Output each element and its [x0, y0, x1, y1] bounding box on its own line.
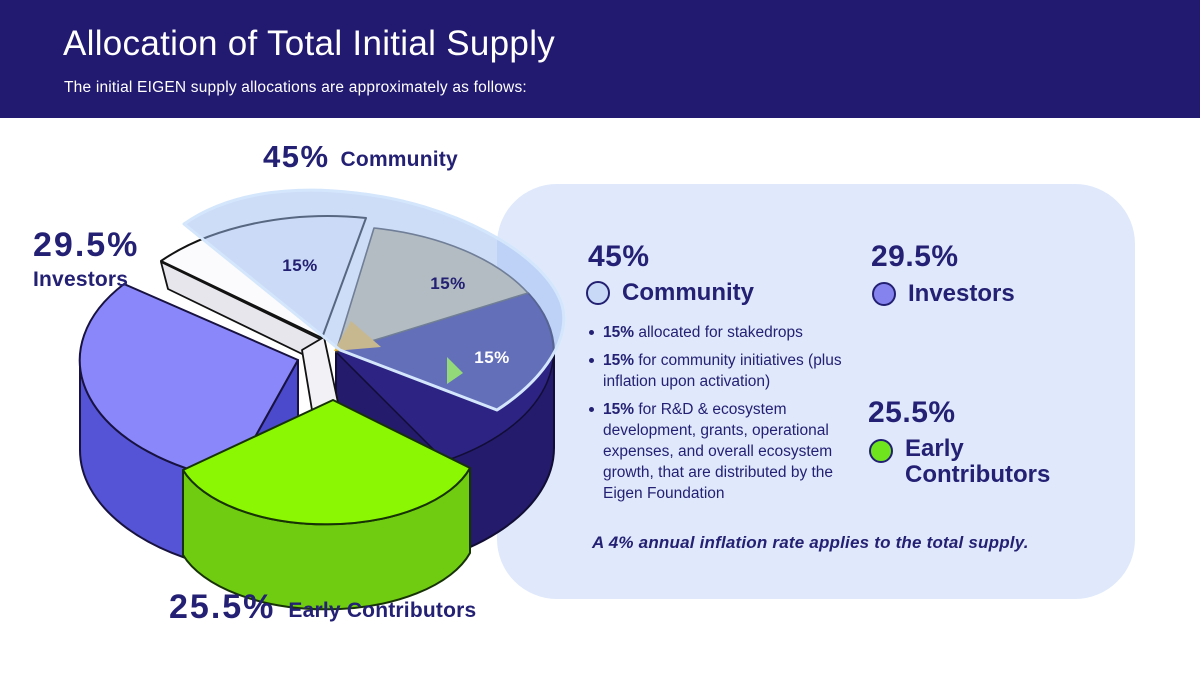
page-subtitle: The initial EIGEN supply allocations are…	[64, 79, 527, 96]
bullet-dot	[589, 407, 594, 412]
pie-green-peek	[447, 357, 463, 384]
panel-community-pct: 45%	[588, 240, 650, 273]
legend-community-label: Community	[622, 279, 754, 306]
pie-slice-investors-side	[78, 359, 232, 571]
bullet-initiatives: 15% for community initiatives (plus infl…	[589, 350, 857, 392]
callout-investors: 29.5% Investors	[33, 228, 139, 292]
pie-slice-white-top	[160, 215, 367, 339]
legend-investors-label: Investors	[908, 280, 1015, 307]
legend-early-label: Early Contributors	[905, 435, 1051, 488]
community-bullet-list: 15% allocated for stakedrops 15% for com…	[589, 322, 857, 511]
bullet-text: allocated for stakedrops	[634, 324, 803, 341]
info-panel	[497, 184, 1135, 599]
header: Allocation of Total Initial Supply The i…	[0, 0, 1200, 118]
inflation-footnote: A 4% annual inflation rate applies to th…	[592, 533, 1029, 552]
bullet-dot	[589, 330, 594, 335]
legend-early: Early Contributors	[869, 436, 1080, 488]
callout-investors-name: Investors	[33, 268, 129, 291]
callout-community-pct: 45%	[263, 139, 330, 174]
pie-slice-white-column	[301, 336, 341, 429]
pie-orange-sliver	[334, 321, 381, 351]
community-dot-icon	[586, 281, 610, 305]
early-contributors-dot-icon	[869, 439, 893, 463]
bullet-rnd: 15% for R&D & ecosystem development, gra…	[589, 399, 857, 504]
bullet-pct: 15%	[603, 324, 635, 341]
pie-slice-white-wall	[160, 261, 330, 368]
pie-slice-early-top	[182, 399, 471, 526]
callout-community: 45% Community	[263, 141, 458, 172]
bullet-stakedrops: 15% allocated for stakedrops	[589, 322, 857, 343]
panel-early-pct: 25.5%	[868, 396, 956, 429]
bullet-pct: 15%	[603, 352, 635, 369]
investors-dot-icon	[872, 282, 896, 306]
bullet-dot	[589, 358, 594, 363]
callout-investors-pct: 29.5%	[33, 226, 140, 264]
slice-label-stakedrops: 15%	[282, 256, 318, 275]
panel-investors-pct: 29.5%	[871, 240, 959, 273]
bullet-text: for R&D & ecosystem development, grants,…	[603, 401, 834, 502]
slice-label-initiatives: 15%	[430, 274, 466, 293]
page-title: Allocation of Total Initial Supply	[63, 24, 556, 63]
bullet-text: for community initiatives (plus inflatio…	[603, 352, 842, 390]
bullet-pct: 15%	[603, 401, 635, 418]
callout-early: 25.5% Early Contributors	[169, 590, 476, 624]
pie-slice-investors-top	[78, 283, 299, 481]
legend-community: Community	[586, 280, 754, 306]
callout-community-name: Community	[340, 148, 458, 171]
callout-early-name: Early Contributors	[288, 599, 477, 622]
pie-slice-investors-cut	[230, 359, 299, 571]
callout-early-pct: 25.5%	[169, 588, 276, 626]
legend-investors: Investors	[872, 281, 1015, 307]
